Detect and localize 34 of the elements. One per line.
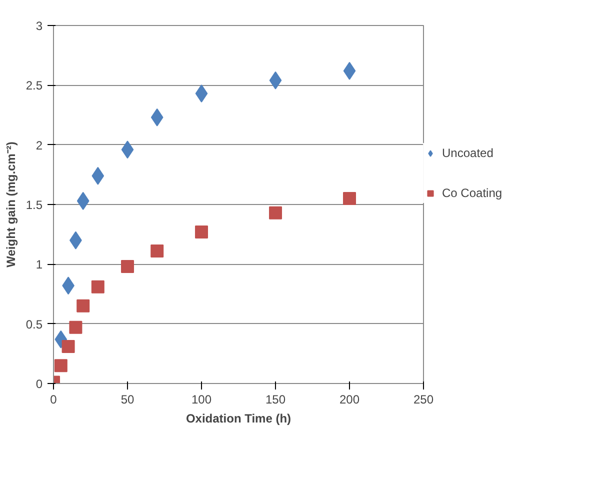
- point: [54, 359, 68, 372]
- legend-label: Uncoated: [442, 146, 494, 160]
- point: [343, 192, 356, 206]
- point: [121, 260, 134, 274]
- point: [91, 280, 104, 294]
- y-tick-label: 0.5: [26, 317, 43, 332]
- x-tick-label: 150: [265, 392, 286, 406]
- point: [76, 299, 90, 312]
- point: [69, 320, 82, 334]
- point: [269, 71, 282, 90]
- point: [62, 340, 75, 354]
- x-tick-label: 100: [191, 392, 212, 406]
- point: [195, 225, 208, 238]
- point: [195, 84, 208, 103]
- point: [269, 206, 282, 220]
- point: [343, 62, 356, 80]
- x-axis-title: Oxidation Time (h): [186, 412, 292, 426]
- y-tick-label: 2.5: [26, 78, 43, 93]
- y-tick-label: 3: [36, 19, 43, 33]
- y-axis-title: Weight gain (mg.cm⁻²): [4, 142, 18, 268]
- y-tick-label: 0: [36, 377, 43, 391]
- x-tick-label: 250: [413, 392, 434, 406]
- point: [121, 140, 134, 159]
- point: [150, 244, 164, 258]
- point: [92, 166, 104, 185]
- point: [76, 192, 90, 210]
- y-tick-label: 1.5: [26, 198, 43, 212]
- x-tick-label: 0: [50, 392, 58, 406]
- legend-label: Co Coating: [442, 186, 502, 200]
- x-tick-label: 200: [339, 392, 360, 406]
- y-tick-label: 1: [36, 258, 43, 272]
- point: [150, 108, 164, 126]
- y-tick-label: 2: [36, 138, 43, 152]
- x-tick-label: 50: [120, 392, 134, 406]
